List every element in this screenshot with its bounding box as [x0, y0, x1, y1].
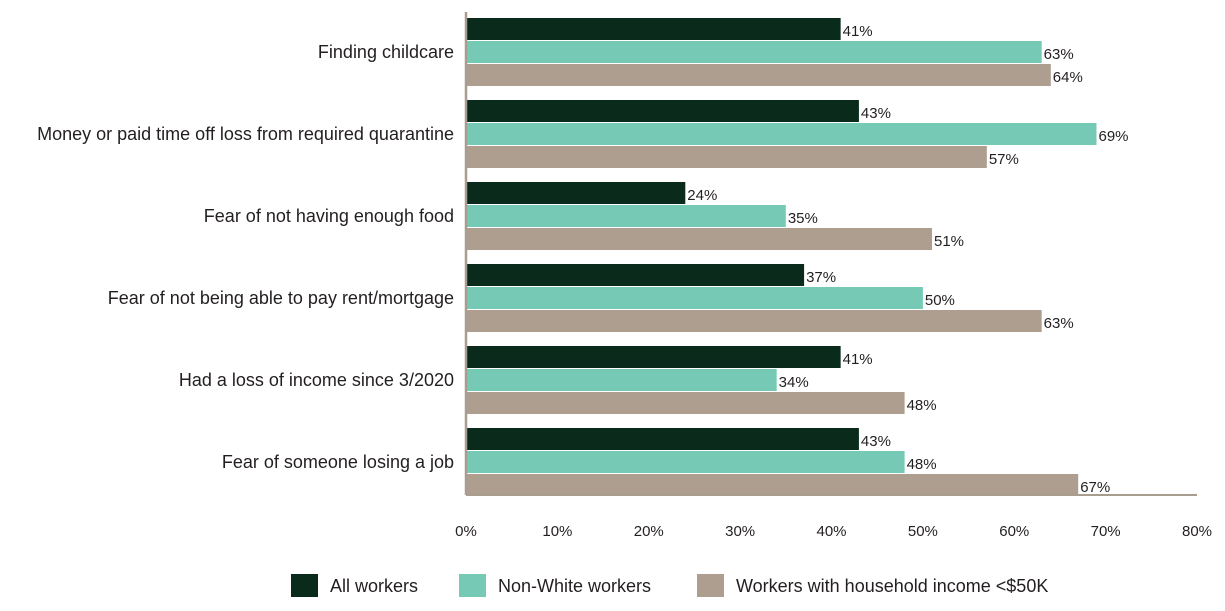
bar	[466, 451, 905, 473]
legend-swatch	[459, 574, 486, 597]
category-label: Money or paid time off loss from require…	[37, 124, 454, 144]
data-label: 41%	[843, 351, 873, 368]
category-label: Finding childcare	[318, 42, 454, 62]
bar	[466, 392, 905, 414]
bar	[466, 346, 841, 368]
data-label: 35%	[788, 210, 818, 227]
bar	[466, 228, 933, 250]
bar	[466, 369, 777, 391]
bar	[466, 18, 841, 40]
bar	[466, 123, 1097, 145]
bar	[466, 264, 805, 286]
data-label: 64%	[1053, 69, 1083, 86]
x-tick-label: 50%	[908, 523, 938, 540]
category-label: Had a loss of income since 3/2020	[179, 370, 454, 390]
data-label: 41%	[843, 23, 873, 40]
bar	[466, 100, 859, 122]
bar	[466, 310, 1042, 332]
data-label: 50%	[925, 292, 955, 309]
x-tick-label: 10%	[542, 523, 572, 540]
data-label: 34%	[779, 374, 809, 391]
x-tick-label: 80%	[1182, 523, 1212, 540]
legend-label: All workers	[330, 576, 418, 596]
data-label: 48%	[907, 456, 937, 473]
bar	[466, 474, 1079, 496]
data-label: 67%	[1080, 479, 1110, 496]
x-tick-label: 30%	[725, 523, 755, 540]
data-label: 43%	[861, 433, 891, 450]
labels-layer: Finding childcare 41% 63% 64% Money or paid …	[37, 23, 1128, 496]
x-tick-label: 70%	[1091, 523, 1121, 540]
category-label: Fear of not having enough food	[204, 206, 454, 226]
bar	[466, 146, 987, 168]
bar	[466, 41, 1042, 63]
x-tick-label: 20%	[634, 523, 664, 540]
legend-label: Non-White workers	[498, 576, 651, 596]
data-label: 63%	[1044, 315, 1074, 332]
bar	[466, 64, 1051, 86]
data-label: 24%	[687, 187, 717, 204]
category-label: Fear of not being able to pay rent/mortg…	[108, 288, 454, 308]
legend: All workers Non-White workers Workers with…	[291, 574, 1048, 597]
x-tick-label: 0%	[455, 523, 477, 540]
legend-swatch	[697, 574, 724, 597]
data-label: 69%	[1098, 128, 1128, 145]
bar	[466, 428, 859, 450]
data-label: 43%	[861, 105, 891, 122]
x-tick-label: 60%	[999, 523, 1029, 540]
data-label: 37%	[806, 269, 836, 286]
bar	[466, 182, 686, 204]
x-tick-label: 40%	[816, 523, 846, 540]
data-label: 51%	[934, 233, 964, 250]
bar	[466, 287, 923, 309]
data-label: 48%	[907, 397, 937, 414]
data-label: 63%	[1044, 46, 1074, 63]
data-label: 57%	[989, 151, 1019, 168]
bar	[466, 205, 786, 227]
category-label: Fear of someone losing a job	[222, 452, 454, 472]
axis-layer: 0% 10% 20% 30% 40% 50% 60% 70% 80%	[455, 12, 1212, 540]
legend-label: Workers with household income <$50K	[736, 576, 1048, 596]
bars-layer	[466, 18, 1097, 496]
legend-swatch	[291, 574, 318, 597]
